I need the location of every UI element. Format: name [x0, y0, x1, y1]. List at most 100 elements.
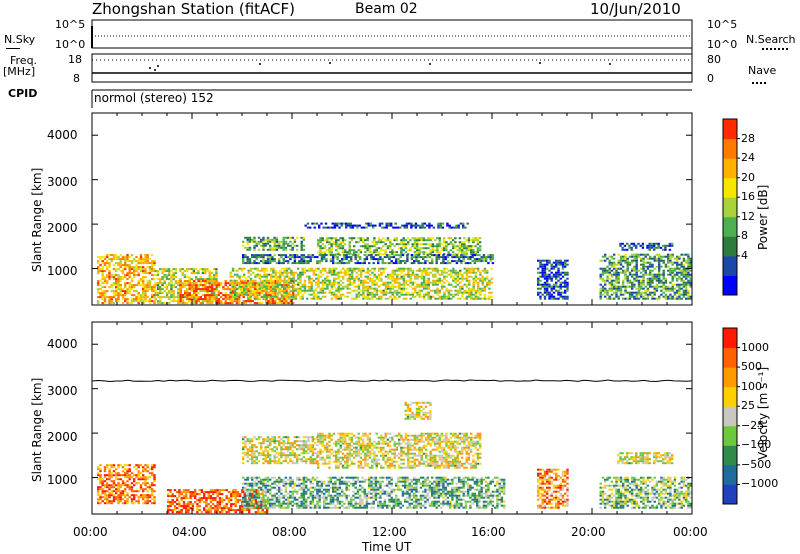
power-cell [263, 287, 266, 290]
power-cell [369, 287, 372, 290]
power-cell [174, 286, 178, 289]
power-cell [301, 295, 304, 298]
power-cell [642, 279, 645, 282]
power-cell [359, 258, 362, 261]
power-cell [371, 293, 374, 296]
velocity-cell [133, 480, 136, 483]
power-cell [255, 244, 258, 247]
power-cell [445, 287, 448, 290]
power-cell [231, 281, 235, 284]
power-cell [253, 238, 256, 241]
power-cell [280, 244, 283, 247]
velocity-cell [121, 494, 125, 497]
velocity-cell [173, 505, 177, 508]
velocity-cell [259, 511, 262, 514]
velocity-cell [262, 506, 265, 509]
power-cell [354, 254, 357, 257]
power-cell [283, 267, 286, 270]
power-cell [671, 297, 674, 300]
power-cell [289, 248, 292, 251]
power-cell [658, 257, 661, 260]
power-cell [256, 283, 259, 286]
power-cell [229, 291, 232, 294]
power-cell [374, 258, 378, 261]
velocity-cell [144, 488, 147, 491]
power-cell [664, 285, 668, 288]
velocity-cell [139, 476, 143, 479]
velocity-cell [128, 496, 131, 499]
power-cell [355, 285, 358, 288]
power-cell [409, 247, 412, 250]
power-cell [411, 293, 415, 296]
power-cell [409, 277, 412, 280]
power-cell [566, 287, 569, 290]
power-cell [375, 241, 378, 244]
power-cell [275, 246, 279, 249]
power-cell [270, 283, 273, 286]
power-cell [186, 268, 189, 271]
velocity-cell [173, 507, 177, 510]
velocity-cell [203, 491, 206, 494]
power-cell [236, 281, 239, 284]
power-cell [301, 297, 304, 300]
power-cell [604, 283, 607, 286]
power-cell [391, 277, 394, 280]
velocity-cell [203, 497, 206, 500]
power-cell [119, 286, 122, 289]
power-cell [689, 277, 692, 280]
power-cell [548, 261, 551, 264]
power-cell [115, 294, 118, 297]
power-cell [349, 224, 352, 227]
power-cell [315, 273, 318, 276]
power-cell [608, 273, 611, 276]
power-cell [260, 302, 263, 305]
power-cell [689, 269, 692, 272]
power-cell [319, 297, 322, 300]
power-cell [613, 297, 616, 300]
velocity-cell [185, 507, 188, 510]
velocity-cell [187, 501, 190, 504]
power-cell [474, 295, 478, 298]
power-cell [405, 293, 408, 296]
power-cell [285, 284, 288, 287]
power-cell [439, 226, 442, 229]
power-cell [374, 224, 377, 227]
velocity-cell [182, 495, 186, 498]
power-cell [454, 241, 457, 244]
power-cell [359, 239, 363, 242]
power-cell [599, 275, 602, 278]
power-cell [292, 289, 295, 292]
power-cell [247, 271, 250, 274]
power-cell [146, 260, 149, 263]
power-cell [333, 269, 336, 272]
power-cell [154, 298, 157, 301]
power-cell [302, 254, 306, 257]
power-cell [317, 275, 320, 278]
nsearch-tick-low: 10^0 [707, 38, 738, 51]
power-cell [604, 291, 607, 294]
power-cell [315, 269, 318, 272]
power-cell [252, 283, 255, 286]
power-cell [115, 284, 118, 287]
power-cell [133, 294, 136, 297]
power-cell [174, 270, 178, 273]
power-cell [290, 273, 293, 276]
velocity-ytick-2000: 2000 [47, 430, 78, 444]
power-cell [312, 269, 316, 272]
velocity-cell [252, 505, 255, 508]
velocity-cell [110, 486, 113, 489]
power-cell [273, 240, 276, 243]
power-cell [397, 262, 400, 265]
power-cell [436, 277, 439, 280]
power-cell [362, 281, 365, 284]
power-cell [330, 293, 334, 296]
power-cell [422, 239, 426, 242]
power-cell [270, 267, 273, 270]
power-cell [272, 269, 275, 272]
power-cell [242, 302, 245, 305]
velocity-cell [108, 484, 111, 487]
velocity-cell [124, 500, 127, 503]
velocity-cell [171, 499, 174, 502]
power-cell [440, 243, 444, 246]
power-cell [273, 260, 276, 263]
